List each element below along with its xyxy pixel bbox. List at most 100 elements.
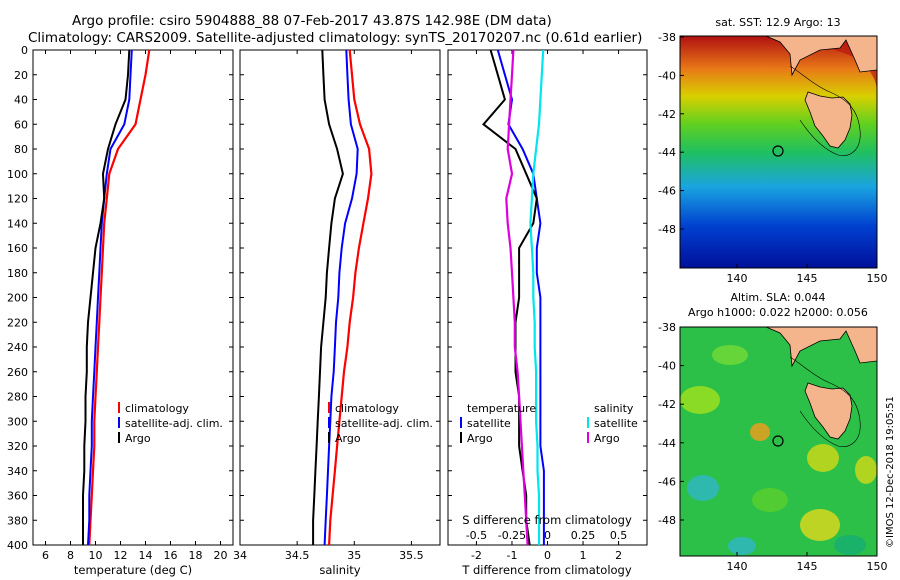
depth-tick-label: 20	[14, 69, 28, 82]
series-line-temperature-argo	[482, 50, 538, 545]
x-tick-label: 6	[42, 549, 49, 562]
legend-t-satellite: satellite	[467, 417, 511, 430]
map-y-tick-label: -42	[658, 108, 676, 121]
depth-tick-label: 160	[7, 242, 28, 255]
x-tick-label: -1	[506, 549, 517, 562]
s-diff-tick-label: -0.5	[466, 529, 487, 542]
series-line-climatology	[328, 50, 373, 545]
title-line-1: Argo profile: csiro 5904888_88 07-Feb-20…	[72, 13, 552, 29]
legend-t-argo: Argo	[467, 432, 493, 445]
sla-map-title-1: Altim. SLA: 0.044	[730, 291, 825, 304]
sst-warm-patch	[760, 36, 877, 92]
map-y-tick-label: -46	[658, 475, 676, 488]
temperature-x-axis: 6 8 10 12 14 16 18 20	[42, 50, 228, 562]
series-line-climatology	[88, 50, 151, 545]
x-tick-label: 35.5	[399, 549, 424, 562]
map-y-tick-label: -38	[658, 31, 676, 44]
temperature-panel-frame	[32, 49, 234, 546]
x-tick-label: 16	[164, 549, 178, 562]
depth-tick-label: 220	[7, 316, 28, 329]
sla-isobath	[789, 356, 861, 447]
sst-mainland	[765, 36, 877, 77]
legend-satellite: satellite-adj. clim.	[335, 417, 433, 430]
difference-series	[482, 50, 545, 545]
map-y-tick-label: -38	[658, 321, 676, 334]
x-tick-label: 0	[544, 549, 551, 562]
temperature-xlabel: temperature (deg C)	[74, 563, 192, 577]
sst-map-axes: -38 -40 -42 -44 -46 -48 140 145 150	[658, 31, 887, 285]
s-diff-tick-label: 0.25	[571, 529, 596, 542]
temperature-series	[82, 50, 151, 545]
depth-tick-label: 40	[14, 94, 28, 107]
salinity-x-axis: 34 34.5 35 35.5	[233, 50, 424, 562]
sla-field	[680, 327, 877, 556]
depth-tick-label: 200	[7, 292, 28, 305]
map-y-tick-label: -46	[658, 185, 676, 198]
map-y-tick-label: -40	[658, 360, 676, 373]
legend-title-temperature: temperature	[467, 402, 536, 415]
difference-x-axis: -2 -1 0 1 2	[471, 50, 622, 562]
difference-xlabel: T difference from climatology	[461, 563, 632, 577]
sst-argo-location-marker	[772, 145, 784, 157]
x-tick-label: -2	[471, 549, 482, 562]
depth-tick-label: 180	[7, 267, 28, 280]
x-tick-label: 10	[89, 549, 103, 562]
x-tick-label: 2	[615, 549, 622, 562]
series-line-temperature-satellite	[496, 50, 545, 545]
map-x-tick-label: 145	[797, 560, 818, 573]
depth-tick-label: 280	[7, 391, 28, 404]
x-tick-label: 18	[189, 549, 203, 562]
series-line-salinity-satellite	[529, 50, 545, 545]
s-diff-tick-label: 0.5	[610, 529, 628, 542]
s-difference-label: S difference from climatology	[462, 513, 632, 527]
map-x-tick-label: 150	[867, 272, 888, 285]
s-diff-tick-label: 0	[544, 529, 551, 542]
map-y-tick-label: -44	[658, 437, 676, 450]
depth-tick-label: 260	[7, 366, 28, 379]
sst-map-title: sat. SST: 12.9 Argo: 13	[715, 16, 840, 29]
x-tick-label: 20	[214, 549, 228, 562]
map-x-tick-label: 140	[727, 560, 748, 573]
depth-tick-label: 240	[7, 341, 28, 354]
sla-map	[680, 327, 877, 556]
depth-tick-label: 100	[7, 168, 28, 181]
title-line-2: Climatology: CARS2009. Satellite-adjuste…	[28, 30, 642, 46]
difference-legend: temperature salinity satellite Argo sate…	[460, 402, 638, 445]
sla-mainland	[765, 327, 877, 368]
sst-tasmania	[804, 91, 853, 149]
series-line-satellite-adj-clim-	[87, 50, 133, 545]
x-tick-label: 1	[580, 549, 587, 562]
sla-argo-location-marker	[772, 435, 784, 447]
map-y-tick-label: -42	[658, 398, 676, 411]
sla-tasmania	[804, 382, 853, 440]
map-y-tick-label: -40	[658, 69, 676, 82]
salinity-series	[312, 50, 373, 545]
s-diff-tick-label: -0.25	[498, 529, 526, 542]
depth-axis: 0 20 40 60 80 100 120 140 160 180 200 220 240 260 280 3…	[7, 44, 647, 552]
depth-tick-label: 60	[14, 118, 28, 131]
legend-satellite: satellite-adj. clim.	[125, 417, 223, 430]
depth-tick-label: 140	[7, 217, 28, 230]
legend-s-argo: Argo	[594, 432, 620, 445]
map-x-tick-label: 150	[867, 560, 888, 573]
sla-map-frame	[679, 326, 878, 557]
series-line-argo	[312, 50, 344, 545]
depth-tick-label: 300	[7, 415, 28, 428]
legend-argo: Argo	[335, 432, 361, 445]
x-tick-label: 12	[114, 549, 128, 562]
temperature-legend: climatology satellite-adj. clim. Argo	[118, 402, 223, 445]
x-tick-label: 34	[233, 549, 247, 562]
salinity-panel-frame	[239, 49, 441, 546]
series-line-salinity-argo	[505, 50, 529, 545]
sla-map-axes: -38 -40 -42 -44 -46 -48 140 145 150	[658, 321, 887, 573]
s-difference-top-axis: -0.5 -0.25 0 0.25 0.5	[466, 529, 628, 542]
map-x-tick-label: 145	[797, 272, 818, 285]
sla-map-title-2: Argo h1000: 0.022 h2000: 0.056	[688, 306, 868, 319]
imos-credit: ©IMOS 12-Dec-2018 19:05:51	[885, 396, 896, 548]
series-line-argo	[82, 50, 131, 545]
sst-isobath	[789, 65, 861, 156]
salinity-xlabel: salinity	[319, 563, 360, 577]
legend-climatology: climatology	[335, 402, 399, 415]
difference-panel-frame	[447, 49, 648, 546]
